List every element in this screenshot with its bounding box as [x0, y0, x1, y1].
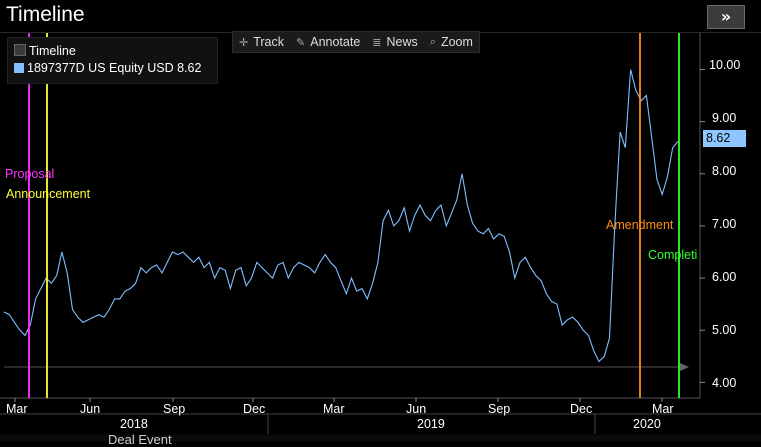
- magnifier-icon: ⌕: [429, 35, 436, 48]
- x-tick-label: Sep: [488, 402, 511, 416]
- news-icon: ≣: [372, 35, 382, 49]
- price-series-line: [3, 69, 679, 363]
- y-tick-label: 7.00: [712, 217, 737, 231]
- x-tick-label: Mar: [652, 402, 674, 416]
- legend-item-timeline[interactable]: Timeline: [14, 44, 76, 58]
- annotate-label: Annotate: [310, 35, 361, 49]
- reference-arrow: [680, 363, 689, 371]
- window-title: Timeline: [6, 3, 85, 26]
- legend-swatch-timeline: [14, 44, 26, 56]
- track-button[interactable]: ✛ Track: [233, 35, 290, 49]
- crosshair-icon: ✛: [239, 35, 249, 49]
- year-label: 2020: [633, 417, 661, 431]
- x-tick-label: Mar: [323, 402, 345, 416]
- legend-label: 1897377D US Equity USD 8.62: [27, 61, 202, 75]
- x-tick-label: Dec: [570, 402, 593, 416]
- x-tick-label: Sep: [163, 402, 186, 416]
- y-tick-label: 4.00: [712, 376, 737, 390]
- expand-button[interactable]: »: [707, 5, 745, 29]
- title-bar: Timeline »: [0, 0, 761, 32]
- y-tick-label: 10.00: [709, 58, 741, 72]
- x-tick-label: Jun: [406, 402, 427, 416]
- zoom-button[interactable]: ⌕ Zoom: [424, 35, 479, 49]
- bottom-tab-fragment: Deal Event: [108, 432, 172, 447]
- y-tick-label: 8.00: [712, 164, 737, 178]
- x-tick-label: Dec: [243, 402, 266, 416]
- proposal-event-label[interactable]: Proposal: [5, 167, 55, 181]
- legend-item-equity[interactable]: 1897377D US Equity USD 8.62: [14, 61, 201, 75]
- y-tick-label: 6.00: [712, 270, 737, 284]
- last-value-badge: 8.62: [703, 130, 746, 147]
- year-label: 2018: [120, 417, 148, 431]
- legend-box: Timeline 1897377D US Equity USD 8.62: [7, 37, 218, 84]
- annotate-button[interactable]: ✎ Annotate: [290, 35, 366, 49]
- y-tick-label: 9.00: [712, 111, 737, 125]
- news-label: News: [386, 35, 418, 49]
- news-button[interactable]: ≣ News: [366, 35, 423, 49]
- legend-swatch-equity: [14, 63, 24, 73]
- amendment-event-label[interactable]: Amendment: [606, 218, 674, 232]
- bottom-strip: [0, 435, 761, 441]
- x-tick-label: Mar: [6, 402, 28, 416]
- zoom-label: Zoom: [440, 35, 473, 49]
- announcement-event-label[interactable]: Announcement: [6, 187, 91, 201]
- year-label: 2019: [417, 417, 445, 431]
- track-label: Track: [253, 35, 285, 49]
- legend-label: Timeline: [29, 44, 76, 58]
- x-tick-label: Jun: [80, 402, 101, 416]
- pencil-icon: ✎: [296, 35, 306, 49]
- chart-toolbar: ✛ Track ✎ Annotate ≣ News ⌕ Zoom: [232, 31, 480, 53]
- completion-event-label[interactable]: Completi: [648, 248, 698, 262]
- y-tick-label: 5.00: [712, 323, 737, 337]
